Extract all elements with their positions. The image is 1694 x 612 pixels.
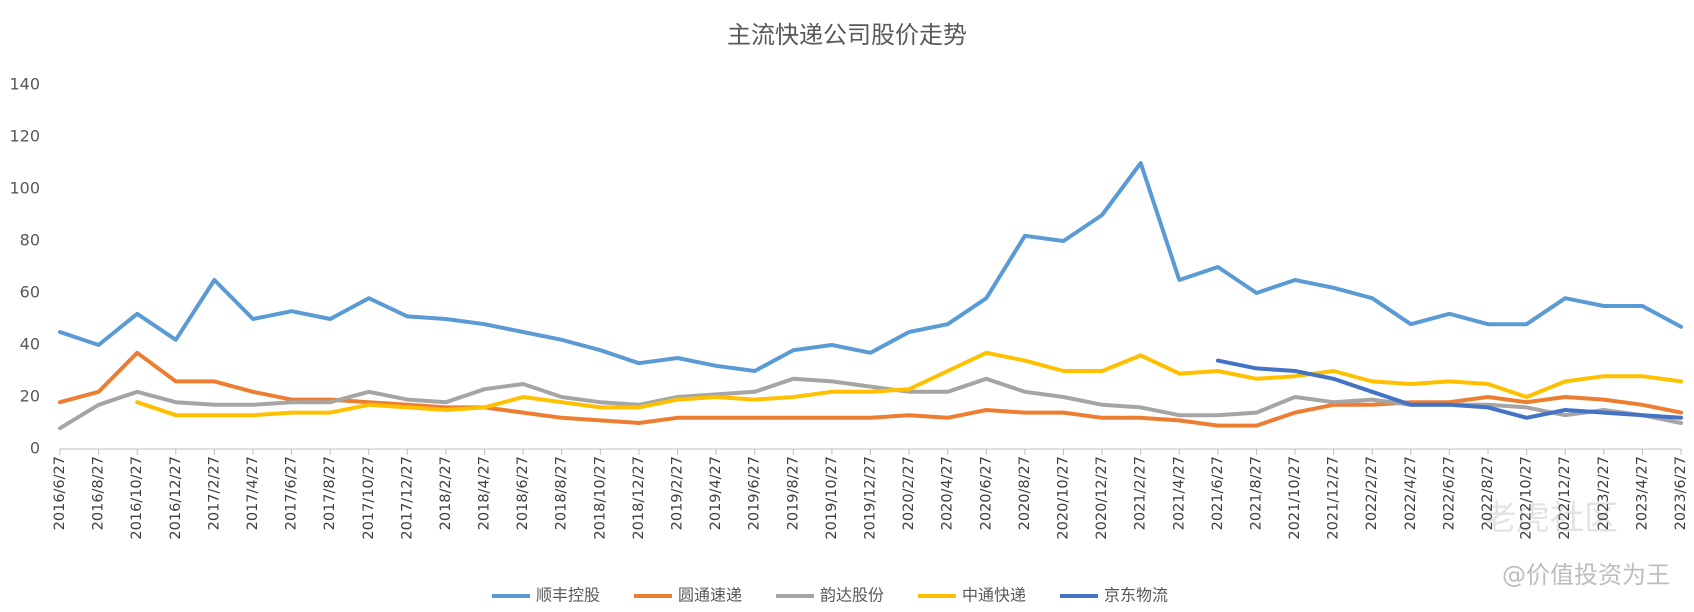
y-tick-label: 80	[20, 231, 40, 250]
x-tick-label: 2020/8/27	[1017, 456, 1033, 530]
x-tick-label: 2016/6/27	[52, 456, 68, 530]
y-tick-label: 140	[9, 75, 40, 94]
x-tick-label: 2019/8/27	[785, 456, 801, 530]
x-tick-label: 2018/4/27	[477, 456, 493, 530]
x-tick-label: 2022/4/27	[1403, 456, 1419, 530]
series-line	[135, 350, 1683, 418]
chart-title: 主流快递公司股价走势	[727, 21, 967, 49]
x-tick-label: 2022/8/27	[1480, 456, 1496, 530]
x-tick-label: 2018/2/27	[438, 456, 454, 530]
legend-label: 韵达股份	[820, 586, 884, 605]
series-line	[1215, 358, 1683, 420]
x-tick-label: 2018/10/27	[592, 456, 608, 540]
x-tick-label: 2020/6/27	[978, 456, 994, 530]
legend-label: 顺丰控股	[536, 586, 600, 605]
y-tick-label: 100	[9, 179, 40, 198]
legend-label: 京东物流	[1104, 586, 1168, 605]
watermark: 老虎社区	[1482, 499, 1618, 539]
x-tick-label: 2022/10/27	[1519, 456, 1535, 540]
x-tick-label: 2023/2/27	[1596, 456, 1612, 530]
x-tick-label: 2022/12/27	[1557, 456, 1573, 540]
y-tick-label: 60	[20, 283, 40, 302]
legend-label: 圆通速递	[678, 586, 742, 605]
x-tick-label: 2021/6/27	[1210, 456, 1226, 530]
x-tick-label: 2017/4/27	[245, 456, 261, 530]
x-tick-label: 2017/8/27	[322, 456, 338, 530]
x-tick-label: 2018/6/27	[515, 456, 531, 530]
x-tick-label: 2018/12/27	[631, 456, 647, 540]
x-tick-label: 2018/8/27	[554, 456, 570, 530]
legend-label: 中通快递	[962, 586, 1026, 605]
x-tick-label: 2017/6/27	[284, 456, 300, 530]
x-tick-label: 2023/4/27	[1634, 456, 1650, 530]
series-line	[58, 161, 1683, 373]
x-tick-label: 2021/4/27	[1171, 456, 1187, 530]
x-tick-label: 2021/10/27	[1287, 456, 1303, 540]
x-tick-label: 2016/8/27	[91, 456, 107, 530]
y-tick-label: 20	[20, 387, 40, 406]
x-tick-label: 2016/12/27	[168, 456, 184, 540]
x-tick-label: 2017/2/27	[206, 456, 222, 530]
x-tick-label: 2019/2/27	[670, 456, 686, 530]
x-tick-label: 2019/12/27	[863, 456, 879, 540]
x-tick-label: 2017/10/27	[361, 456, 377, 540]
x-tick-label: 2020/10/27	[1055, 456, 1071, 540]
x-tick-label: 2021/2/27	[1133, 456, 1149, 530]
y-tick-label: 120	[9, 127, 40, 146]
x-tick-label: 2020/2/27	[901, 456, 917, 530]
watermark: @价值投资为王	[1502, 561, 1670, 589]
x-tick-label: 2022/2/27	[1364, 456, 1380, 530]
x-tick-label: 2021/12/27	[1326, 456, 1342, 540]
x-tick-label: 2020/4/27	[940, 456, 956, 530]
x-tick-label: 2023/6/27	[1673, 456, 1689, 530]
x-tick-label: 2022/6/27	[1441, 456, 1457, 530]
x-tick-label: 2017/12/27	[399, 456, 415, 540]
x-tick-label: 2016/10/27	[129, 456, 145, 540]
x-tick-label: 2021/8/27	[1248, 456, 1264, 530]
series-line	[58, 350, 1683, 428]
x-tick-label: 2019/10/27	[824, 456, 840, 540]
x-tick-label: 2019/4/27	[708, 456, 724, 530]
x-tick-label: 2019/6/27	[747, 456, 763, 530]
y-tick-label: 40	[20, 335, 40, 354]
y-tick-label: 0	[30, 439, 40, 458]
x-tick-label: 2020/12/27	[1094, 456, 1110, 540]
